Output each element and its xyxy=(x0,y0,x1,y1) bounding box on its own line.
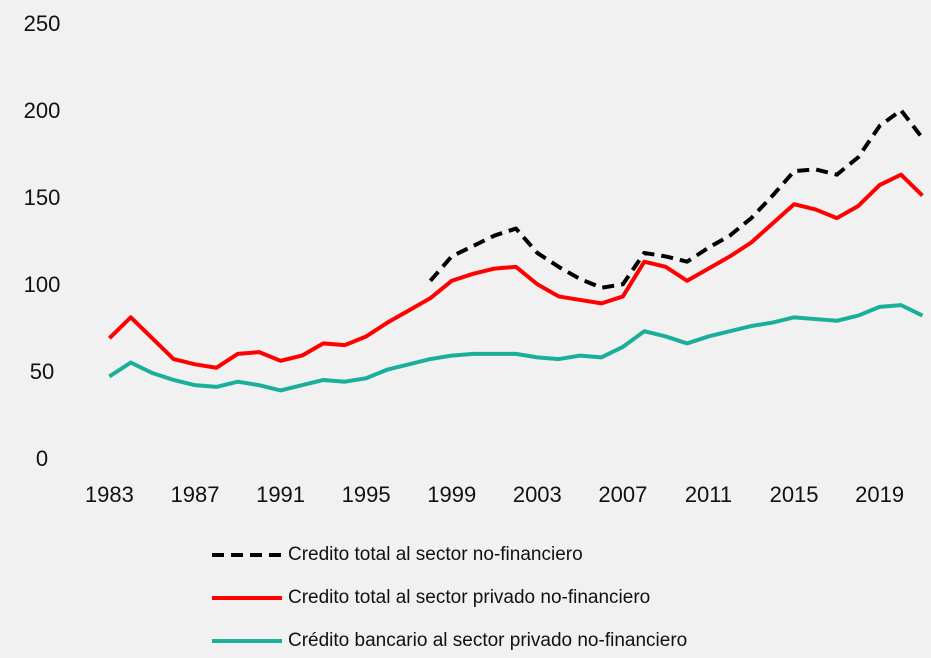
y-tick-label: 100 xyxy=(24,272,61,297)
x-tick-label: 2003 xyxy=(513,482,562,507)
x-tick-label: 1991 xyxy=(256,482,305,507)
x-tick-label: 2015 xyxy=(770,482,819,507)
legend-label: Crédito bancario al sector privado no-fi… xyxy=(288,630,687,651)
series-line xyxy=(428,108,925,290)
x-tick-label: 1983 xyxy=(85,482,134,507)
legend-label: Credito total al sector no-financiero xyxy=(288,544,583,565)
x-tick-label: 2019 xyxy=(855,482,904,507)
y-tick-label: 0 xyxy=(36,446,48,471)
series-line xyxy=(107,172,924,370)
y-tick-label: 200 xyxy=(24,98,61,123)
x-tick-label: 1995 xyxy=(342,482,391,507)
x-tick-label: 2007 xyxy=(598,482,647,507)
y-tick-label: 250 xyxy=(24,11,61,36)
y-tick-label: 50 xyxy=(30,359,54,384)
y-tick-label: 150 xyxy=(24,185,61,210)
x-tick-label: 1987 xyxy=(171,482,220,507)
x-tick-label: 1999 xyxy=(427,482,476,507)
x-tick-label: 2011 xyxy=(685,482,732,507)
series-line xyxy=(108,303,924,393)
legend-label: Credito total al sector privado no-finan… xyxy=(288,587,650,608)
